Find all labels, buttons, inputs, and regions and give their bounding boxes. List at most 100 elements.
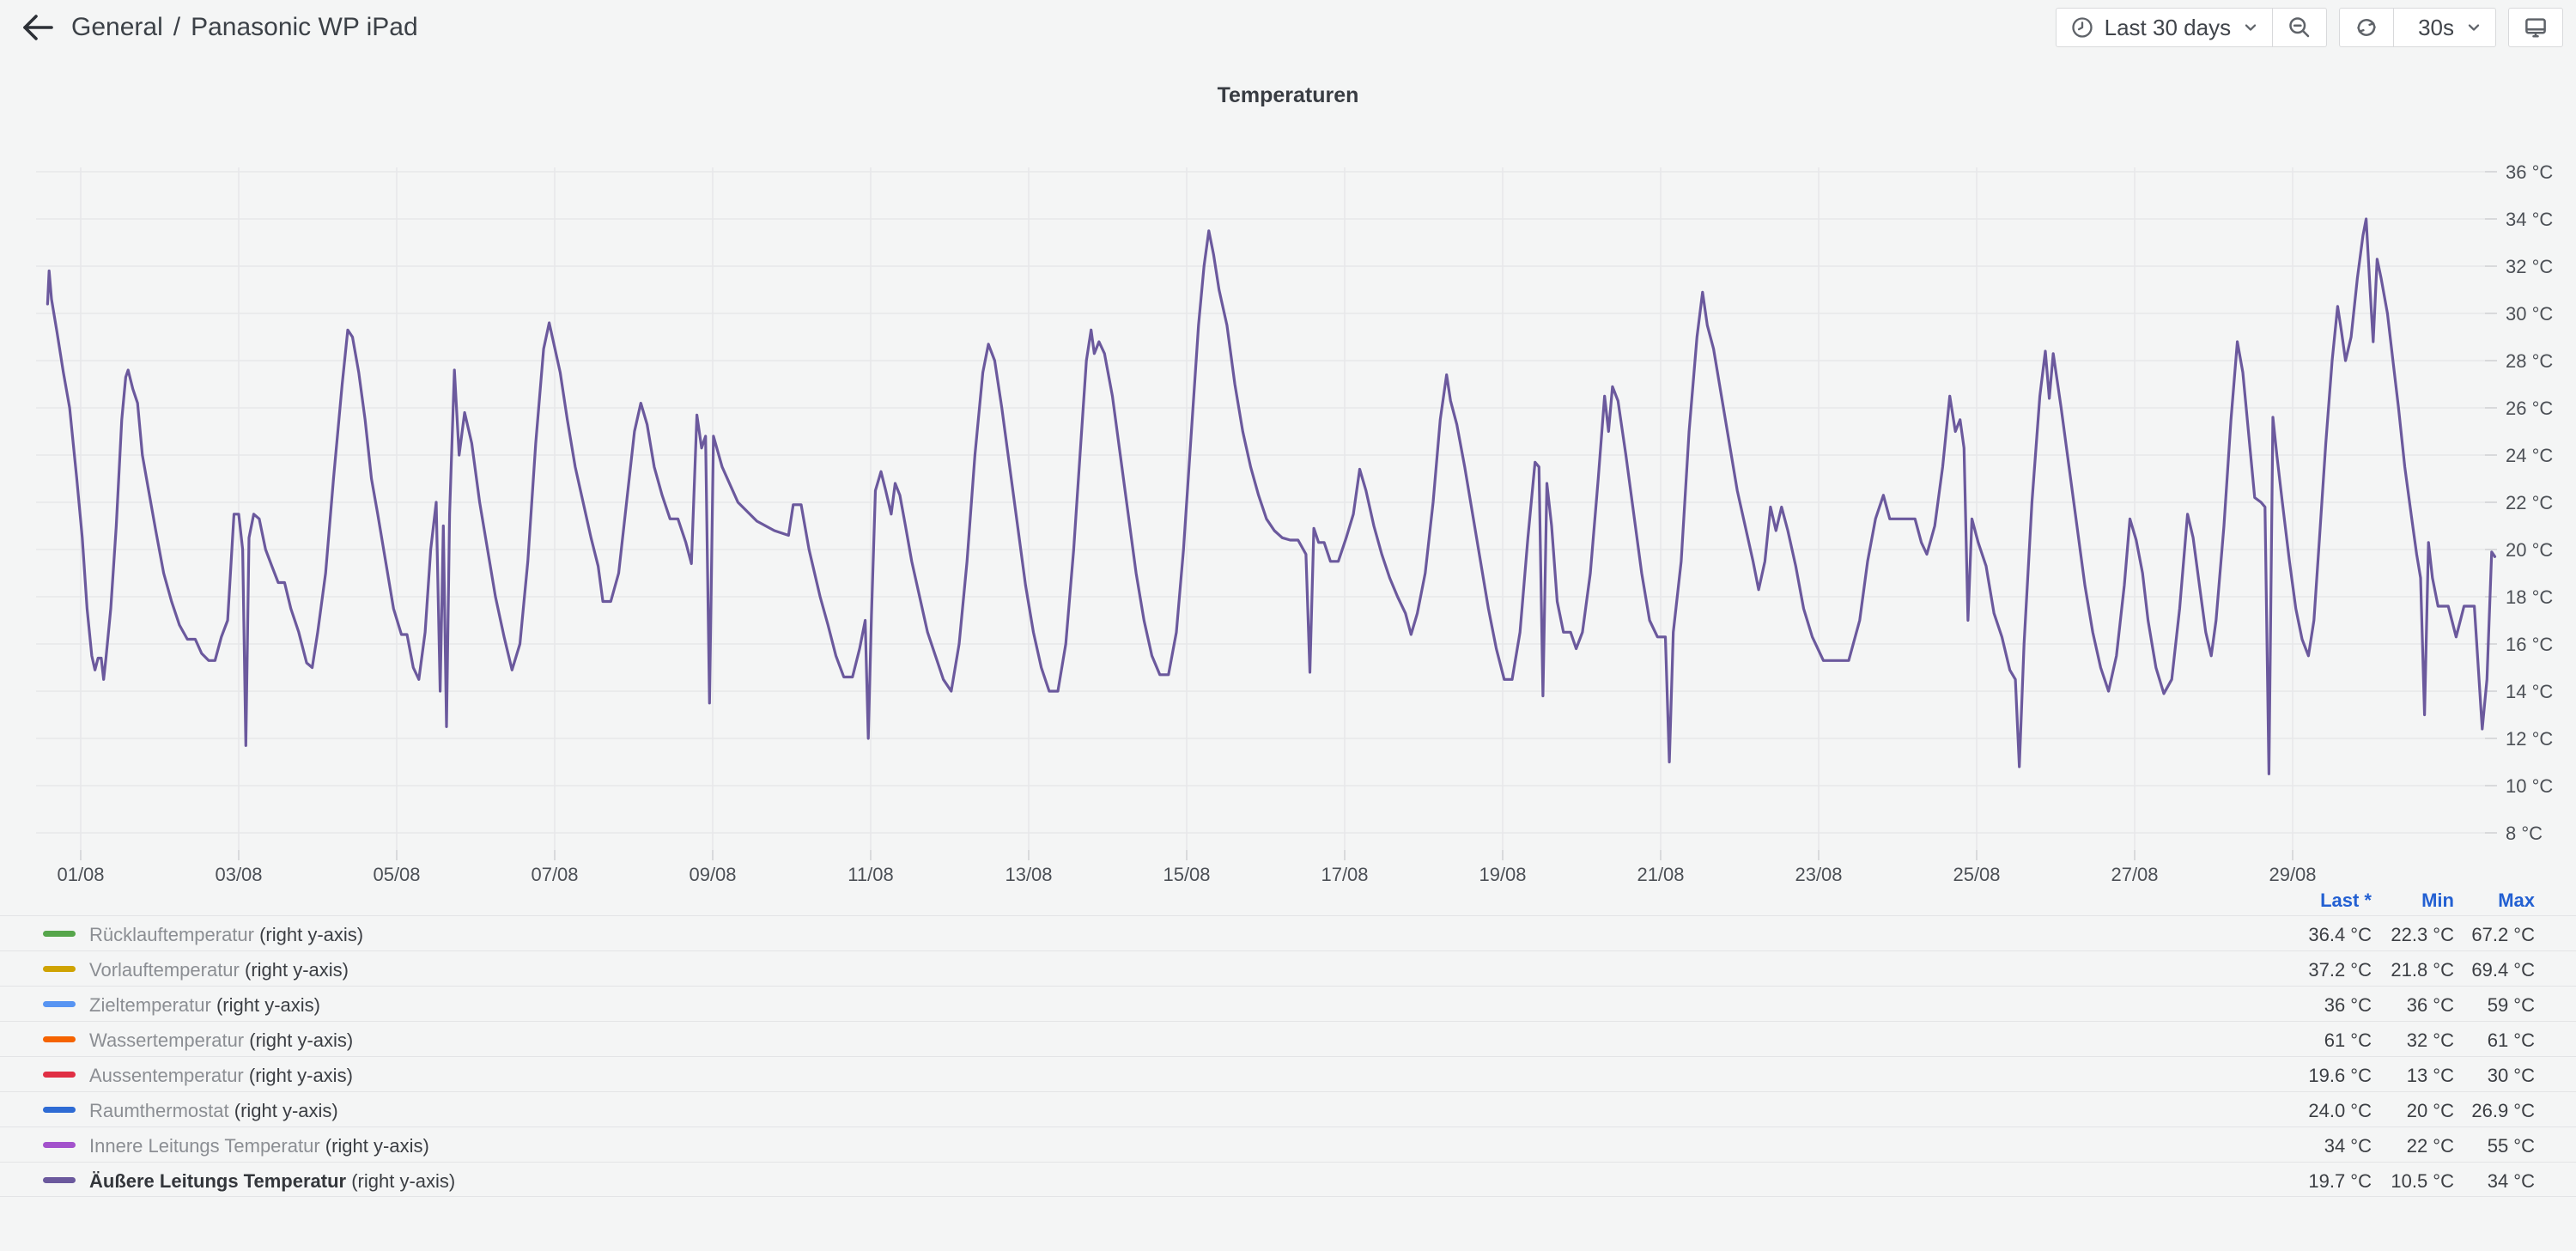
y-axis-label: 8 °C [2506,823,2543,844]
x-axis-label: 13/08 [1005,864,1052,885]
x-axis-label: 19/08 [1479,864,1526,885]
series-name[interactable]: Zieltemperatur (right y-axis) [89,994,320,1016]
time-range-picker-button[interactable]: Last 30 days [2055,8,2274,47]
series-color-swatch[interactable] [43,1142,76,1148]
y-axis-label: 14 °C [2506,681,2553,702]
y-axis-label: 32 °C [2506,256,2553,277]
series-color-swatch[interactable] [43,1072,76,1078]
x-axis-label: 07/08 [531,864,578,885]
arrow-left-icon [23,15,53,40]
tv-mode-button[interactable] [2508,8,2563,47]
monitor-icon [2525,18,2546,38]
y-axis-label: 34 °C [2506,209,2553,230]
x-axis-label: 25/08 [1953,864,2000,885]
stat-max: 69.4 °C [2471,959,2535,981]
x-axis-label: 11/08 [848,864,893,885]
zoom-out-icon [2289,17,2310,38]
series-axis-suffix: (right y-axis) [210,994,320,1016]
stat-max: 34 °C [2487,1170,2535,1192]
refresh-interval-label: 30s [2418,14,2454,40]
series-color-swatch[interactable] [43,966,76,972]
chart-canvas[interactable]: 36 °C 34 °C 32 °C 30 °C 28 °C 26 °C 24 °C 22 °C… [0,120,2576,902]
x-axis-label: 17/08 [1321,864,1368,885]
series-name[interactable]: Wassertemperatur (right y-axis) [89,1029,354,1051]
stat-max: 26.9 °C [2471,1100,2535,1121]
stat-min: 10.5 °C [2391,1170,2454,1192]
x-axis-label: 05/08 [373,864,420,885]
y-axis-label: 10 °C [2506,775,2553,797]
legend-row-7[interactable]: Äußere Leitungs Temperatur (right y-axis… [0,1162,2576,1197]
series-color-swatch[interactable] [43,1001,76,1007]
breadcrumb-separator: / [173,13,181,41]
series-color-swatch[interactable] [43,1036,76,1042]
series-axis-suffix: (right y-axis) [239,959,349,981]
stat-last: 34 °C [2324,1135,2372,1157]
series-color-swatch[interactable] [43,931,76,937]
series-axis-suffix: (right y-axis) [228,1100,338,1121]
clock-icon [2071,17,2093,38]
legend-row-3[interactable]: Wassertemperatur (right y-axis) 61 °C 32 °… [0,1021,2576,1056]
y-axis-label: 18 °C [2506,586,2553,608]
series-axis-suffix: (right y-axis) [319,1135,429,1157]
series-name[interactable]: Äußere Leitungs Temperatur (right y-axis… [89,1170,456,1192]
refresh-controls-group: 30s [2339,8,2496,47]
stat-min: 22.3 °C [2391,924,2454,945]
y-axis-label: 36 °C [2506,161,2553,183]
chevron-down-icon [2468,24,2480,31]
y-axis-label: 22 °C [2506,492,2553,513]
series-name[interactable]: Rücklauftemperatur (right y-axis) [89,924,364,945]
x-axis-label: 15/08 [1163,864,1210,885]
legend-col-max[interactable]: Max [2498,890,2535,911]
series-name[interactable]: Raumthermostat (right y-axis) [89,1100,338,1121]
y-axis-label: 26 °C [2506,398,2553,419]
legend-row-1[interactable]: Vorlauftemperatur (right y-axis) 37.2 °C 2… [0,950,2576,986]
series-axis-suffix: (right y-axis) [243,1065,353,1086]
refresh-button[interactable] [2339,8,2395,47]
stat-max: 61 °C [2487,1029,2535,1051]
legend-table: Last * Min Max Rücklauftemperatur (right… [0,890,2576,1197]
panel-title: Temperaturen [1217,83,1359,107]
refresh-interval-picker[interactable]: 30s [2393,8,2496,47]
legend-rows: Rücklauftemperatur (right y-axis) 36.4 °C… [0,915,2576,1197]
dashboard-header: General / Panasonic WP iPad Last 30 days [0,0,2576,55]
stat-min: 32 °C [2406,1029,2454,1051]
stat-min: 20 °C [2406,1100,2454,1121]
legend-row-6[interactable]: Innere Leitungs Temperatur (right y-axis… [0,1127,2576,1162]
time-range-label: Last 30 days [2104,14,2232,40]
series-axis-suffix: (right y-axis) [253,924,364,945]
stat-last: 36.4 °C [2308,924,2372,945]
legend-row-4[interactable]: Aussentemperatur (right y-axis) 19.6 °C 13… [0,1056,2576,1091]
x-axis-label: 21/08 [1637,864,1684,885]
zoom-out-time-button[interactable] [2272,8,2328,47]
series-color-swatch[interactable] [43,1177,76,1183]
legend-row-0[interactable]: Rücklauftemperatur (right y-axis) 36.4 °C… [0,915,2576,950]
y-axis-label: 28 °C [2506,350,2553,372]
y-axis-label: 30 °C [2506,303,2553,325]
back-button[interactable] [13,3,63,52]
legend-row-2[interactable]: Zieltemperatur (right y-axis) 36 °C 36 °C 5… [0,986,2576,1021]
legend-header: Last * Min Max [0,890,2576,912]
legend-col-last[interactable]: Last * [2320,890,2372,911]
series-axis-suffix: (right y-axis) [244,1029,354,1051]
y-axis-label: 12 °C [2506,728,2553,750]
legend-row-5[interactable]: Raumthermostat (right y-axis) 24.0 °C 20 °… [0,1091,2576,1127]
series-line-aeussere-leitungs-temperatur [46,217,2497,775]
stat-last: 24.0 °C [2308,1100,2372,1121]
series-color-swatch[interactable] [43,1107,76,1113]
breadcrumb-folder[interactable]: General [71,13,163,41]
series-name[interactable]: Innere Leitungs Temperatur (right y-axis… [89,1135,429,1157]
breadcrumb[interactable]: General / Panasonic WP iPad [71,13,418,42]
stat-min: 22 °C [2406,1135,2454,1157]
time-controls-group: Last 30 days [2055,8,2328,47]
legend-col-min[interactable]: Min [2421,890,2454,911]
x-axis-label: 23/08 [1795,864,1842,885]
stat-last: 36 °C [2324,994,2372,1016]
series-name[interactable]: Aussentemperatur (right y-axis) [89,1065,353,1086]
x-axis-label: 03/08 [215,864,262,885]
stat-max: 59 °C [2487,994,2535,1016]
stat-last: 37.2 °C [2308,959,2372,981]
x-axis-label: 27/08 [2111,864,2158,885]
chevron-down-icon [2245,24,2257,31]
series-name[interactable]: Vorlauftemperatur (right y-axis) [89,959,349,981]
stat-last: 61 °C [2324,1029,2372,1051]
